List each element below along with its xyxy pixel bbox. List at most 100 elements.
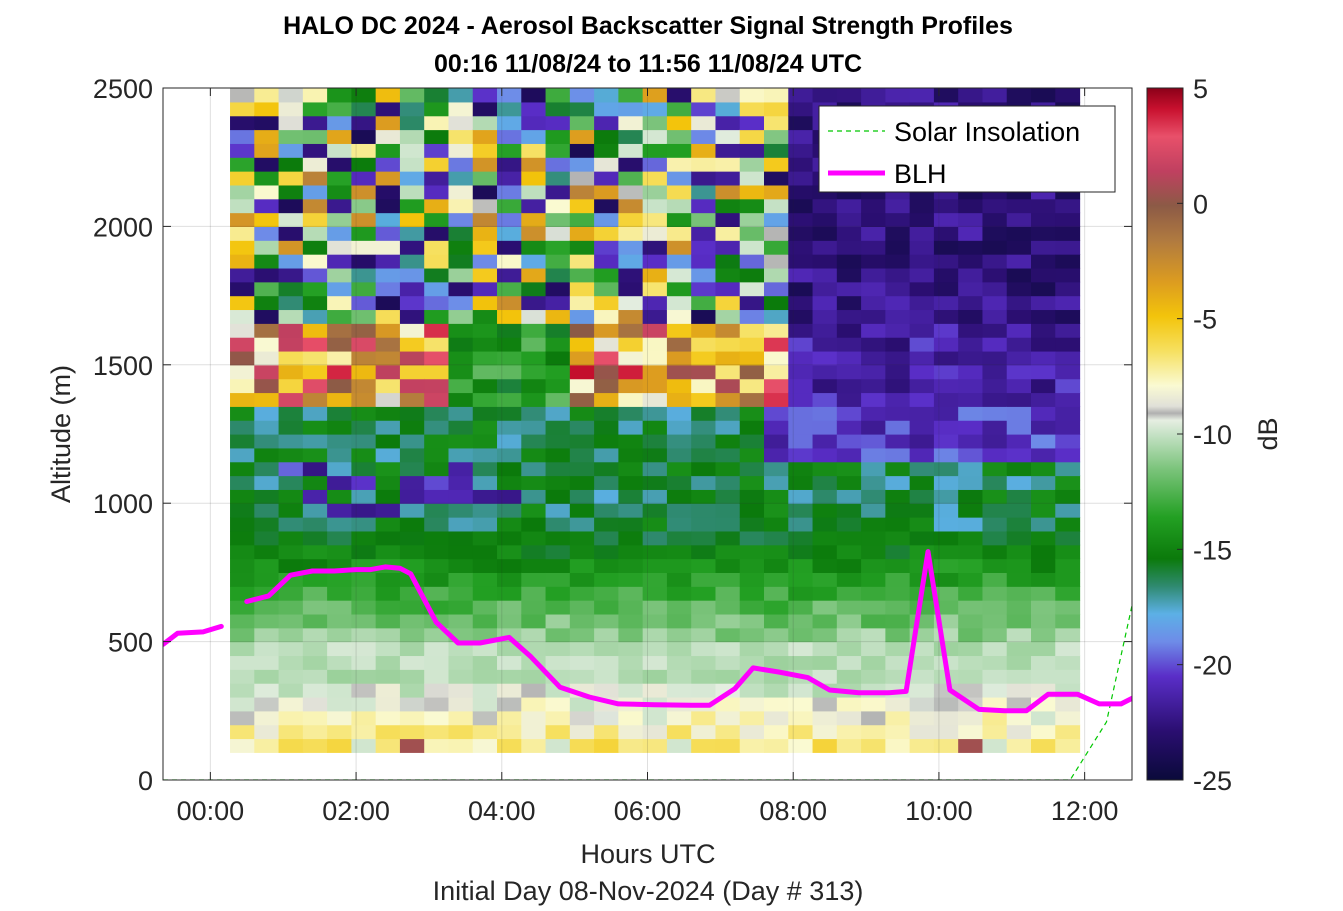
heatmap-cell [327,696,352,712]
heatmap-cell [594,724,619,740]
heatmap-cell [691,88,717,103]
heatmap-cell [302,683,328,698]
heatmap-cell [739,143,765,158]
heatmap-cell [545,226,571,241]
heatmap-cell [375,295,401,311]
heatmap-cell [230,489,255,504]
heatmap-cell [812,198,838,214]
heatmap-cell [958,544,984,560]
heatmap-cell [861,240,886,255]
heatmap-cell [448,710,474,726]
heatmap-cell [448,392,474,407]
heatmap-cell [812,88,838,103]
heatmap-cell [594,655,619,670]
heatmap-cell [764,88,789,103]
heatmap-cell [691,254,717,269]
heatmap-cell [691,655,717,670]
heatmap-cell [691,517,717,532]
heatmap-cell [764,489,789,504]
heatmap-cell [666,267,692,283]
heatmap-cell [399,143,425,158]
heatmap-cell [351,696,377,712]
heatmap-cell [448,226,474,241]
heatmap-cell [642,198,668,214]
heatmap-cell [739,530,765,546]
heatmap-cell [691,683,717,698]
heatmap-cell [448,669,474,684]
heatmap-cell [642,475,668,490]
heatmap-cell [1055,226,1081,241]
heatmap-cell [302,447,328,463]
heatmap-cell [1006,295,1032,311]
heatmap-cell [302,434,328,449]
heatmap-cell [472,434,498,449]
heatmap-cell [739,683,765,698]
heatmap-cell [885,696,911,712]
heatmap-cell [254,281,280,297]
heatmap-cell [521,88,547,103]
heatmap-cell [812,337,838,352]
heatmap-cell [497,461,522,477]
heatmap-cell [254,724,280,740]
heatmap-cell [327,184,352,200]
heatmap-cell [594,420,619,435]
heatmap-cell [1055,420,1081,435]
heatmap-cell [545,240,571,255]
heatmap-cell [982,710,1008,726]
heatmap-cell [909,350,935,366]
heatmap-cell [230,392,255,407]
heatmap-cell [375,420,401,435]
heatmap-cell [594,378,619,394]
heatmap-cell [472,475,498,490]
heatmap-cell [666,738,692,753]
heatmap-cell [424,281,450,297]
heatmap-cell [521,101,547,117]
heatmap-cell [885,281,911,297]
heatmap-cell [618,323,644,338]
heatmap-cell [982,641,1008,657]
heatmap-cell [569,240,595,255]
heatmap-cell [958,724,984,740]
heatmap-cell [569,447,595,463]
heatmap-cell [861,738,886,753]
heatmap-cell [666,143,692,158]
heatmap-cell [958,337,984,352]
heatmap-cell [836,281,862,297]
heatmap-cell [545,461,571,477]
heatmap-cell [448,655,474,670]
heatmap-cell [642,157,668,172]
heatmap-cell [812,544,838,560]
heatmap-cell [739,392,765,407]
heatmap-cell [885,406,911,421]
heatmap-cell [715,143,741,158]
heatmap-cell [1031,627,1056,643]
heatmap-cell [569,669,595,684]
heatmap-cell [424,143,450,158]
heatmap-cell [424,254,450,269]
heatmap-cell [861,378,886,394]
heatmap-cell [933,337,959,352]
heatmap-cell [715,323,741,338]
heatmap-cell [399,517,425,532]
heatmap-cell [521,267,547,283]
heatmap-cell [375,337,401,352]
heatmap-cell [618,226,644,241]
heatmap-cell [715,447,741,463]
heatmap-cell [836,254,862,269]
y-tick-label: 1000 [93,489,153,519]
heatmap-cell [666,710,692,726]
heatmap-cell [666,572,692,587]
heatmap-cell [569,613,595,629]
heatmap-cell [399,530,425,546]
heatmap-cell [642,129,668,144]
heatmap-cell [545,254,571,269]
heatmap-cell [812,489,838,504]
heatmap-cell [618,88,644,103]
heatmap-cell [594,558,619,573]
heatmap-cell [933,641,959,657]
heatmap-cell [836,461,862,477]
heatmap-cell [788,171,814,186]
heatmap-cell [812,724,838,740]
heatmap-cell [812,572,838,587]
heatmap-cell [1031,710,1056,726]
